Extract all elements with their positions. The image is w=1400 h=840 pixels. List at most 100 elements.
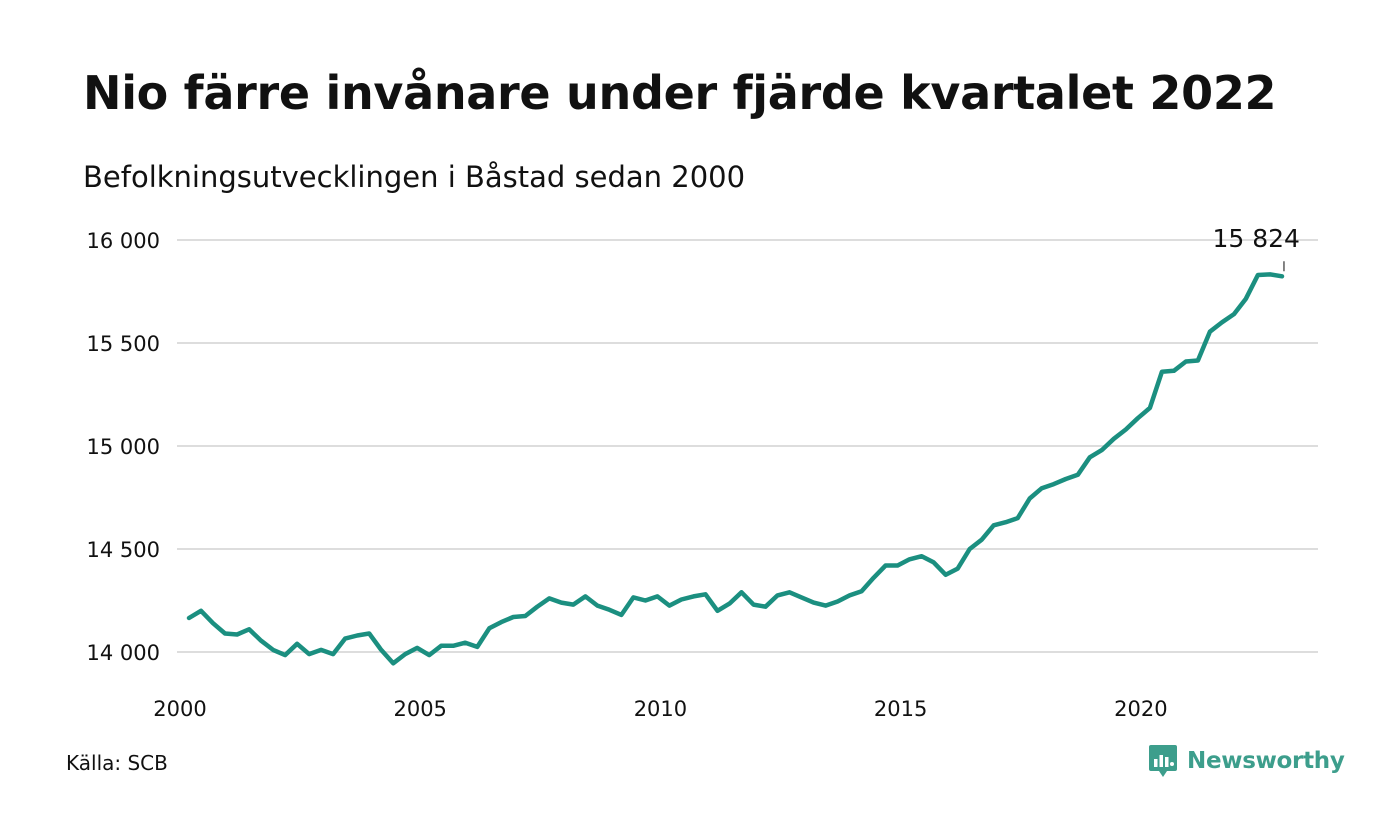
data-point (1231, 311, 1237, 317)
data-point (931, 559, 937, 565)
data-point (1075, 472, 1081, 478)
data-point (378, 647, 384, 653)
data-point (895, 562, 901, 568)
data-point (1051, 481, 1057, 487)
y-axis-tick-labels: 14 000 14 500 15 000 15 500 16 000 (87, 229, 160, 665)
x-tick-label: 2015 (874, 697, 927, 721)
x-tick-label: 2005 (393, 697, 446, 721)
data-point (342, 636, 348, 642)
data-point (270, 647, 276, 653)
data-point (486, 625, 492, 631)
data-point (666, 603, 672, 609)
data-point (1147, 405, 1153, 411)
data-point (751, 602, 757, 608)
data-point (883, 562, 889, 568)
data-point (438, 643, 444, 649)
brand-name: Newsworthy (1187, 748, 1345, 774)
data-point (787, 589, 793, 595)
data-point (426, 652, 432, 658)
data-point (594, 603, 600, 609)
data-point (919, 553, 925, 559)
brand-logo: Newsworthy (1148, 744, 1345, 778)
data-point (534, 604, 540, 610)
data-point (811, 600, 817, 606)
data-point (366, 630, 372, 636)
data-point (1219, 319, 1225, 325)
data-point (690, 593, 696, 599)
data-point (330, 651, 336, 657)
data-point (630, 594, 636, 600)
data-point (1183, 359, 1189, 365)
y-tick-label: 14 500 (87, 538, 160, 562)
data-point (618, 612, 624, 618)
newsworthy-logo-icon (1149, 745, 1177, 777)
data-point (522, 613, 528, 619)
data-point (775, 592, 781, 598)
data-point (1099, 447, 1105, 453)
source-label: Källa: SCB (66, 751, 168, 775)
data-point (738, 589, 744, 595)
data-point (943, 572, 949, 578)
data-point (763, 604, 769, 610)
data-point (799, 594, 805, 600)
data-point (546, 595, 552, 601)
data-point (474, 644, 480, 650)
data-point (294, 641, 300, 647)
y-tick-label: 14 000 (87, 641, 160, 665)
x-tick-label: 2020 (1114, 697, 1167, 721)
data-point (210, 620, 216, 626)
data-point (967, 546, 973, 552)
data-point (606, 607, 612, 613)
data-point (1111, 436, 1117, 442)
data-point (1159, 369, 1165, 375)
data-point (354, 633, 360, 639)
data-point (498, 619, 504, 625)
chart-title: Nio färre invånare under fjärde kvartale… (83, 66, 1277, 120)
data-point (510, 614, 516, 620)
series-layer (186, 271, 1285, 666)
y-tick-label: 15 000 (87, 435, 160, 459)
data-point (306, 651, 312, 657)
chart-subtitle: Befolkningsutvecklingen i Båstad sedan 2… (83, 160, 746, 194)
data-point (462, 640, 468, 646)
data-point (955, 566, 961, 572)
data-point (1039, 485, 1045, 491)
data-point (414, 645, 420, 651)
data-point (222, 630, 228, 636)
x-axis-tick-labels: 2000 2005 2010 2015 2020 (153, 697, 1167, 721)
series-line (186, 272, 1285, 666)
data-point (558, 600, 564, 606)
data-point (1279, 273, 1285, 279)
data-point (678, 596, 684, 602)
data-point (1195, 358, 1201, 364)
data-point (714, 608, 720, 614)
data-point (1015, 515, 1021, 521)
data-point (1207, 329, 1213, 335)
data-point (1171, 368, 1177, 374)
data-point (907, 556, 913, 562)
data-point (246, 626, 252, 632)
data-point (234, 631, 240, 637)
data-point (582, 593, 588, 599)
data-point (871, 575, 877, 581)
annotation-label: 15 824 (1212, 224, 1299, 253)
data-point (1135, 415, 1141, 421)
data-point (1267, 271, 1273, 277)
data-point (318, 647, 324, 653)
data-point (642, 598, 648, 604)
annotation: 15 824 (1212, 224, 1300, 272)
data-point (258, 638, 264, 644)
data-point (1027, 496, 1033, 502)
data-point (1255, 272, 1261, 278)
data-point (1087, 454, 1093, 460)
y-tick-label: 16 000 (87, 229, 160, 253)
data-point (979, 537, 985, 543)
data-point (450, 643, 456, 649)
data-point (1243, 296, 1249, 302)
gridlines (177, 239, 1318, 653)
data-point (726, 601, 732, 607)
data-point (1003, 519, 1009, 525)
y-tick-label: 15 500 (87, 332, 160, 356)
data-point (1063, 476, 1069, 482)
